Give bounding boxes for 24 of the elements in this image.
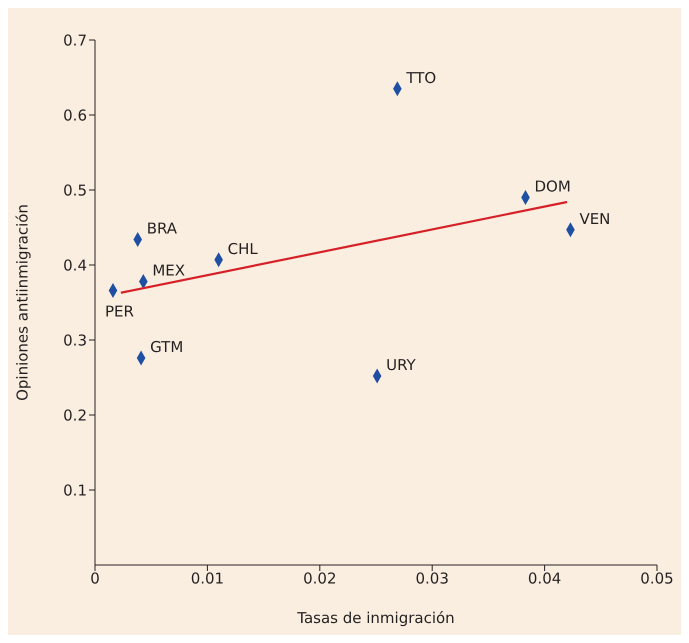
x-tick-label: 0.01 [190, 570, 224, 588]
y-tick-label: 0.4 [63, 256, 87, 274]
y-tick-label: 0.6 [63, 106, 87, 124]
x-tick-label: 0.05 [640, 570, 674, 588]
y-tick-label: 0.3 [63, 331, 87, 350]
x-tick-label: 0.03 [415, 570, 449, 588]
x-tick-label: 0.02 [303, 570, 337, 588]
annotation: BRA [146, 220, 178, 238]
x-tick-label: 0.04 [528, 570, 562, 588]
annotation: DOM [534, 178, 571, 196]
y-tick-label: 0.7 [63, 31, 87, 50]
annotation: URY [386, 356, 417, 374]
x-axis-title: Tasas de inmigración [296, 609, 455, 627]
y-tick-label: 0.5 [63, 181, 87, 200]
y-tick-label: 0.1 [63, 481, 87, 500]
annotation: PER [104, 302, 134, 320]
annotation: MEX [152, 262, 186, 280]
y-tick-label: 0.2 [63, 406, 87, 424]
annotation: GTM [150, 338, 184, 356]
x-tick-label: 0 [90, 570, 100, 588]
y-axis-title: Opiniones antiinmigración [13, 204, 32, 401]
annotation: VEN [579, 210, 610, 228]
annotation: TTO [405, 68, 436, 87]
annotation: CHL [228, 240, 258, 258]
